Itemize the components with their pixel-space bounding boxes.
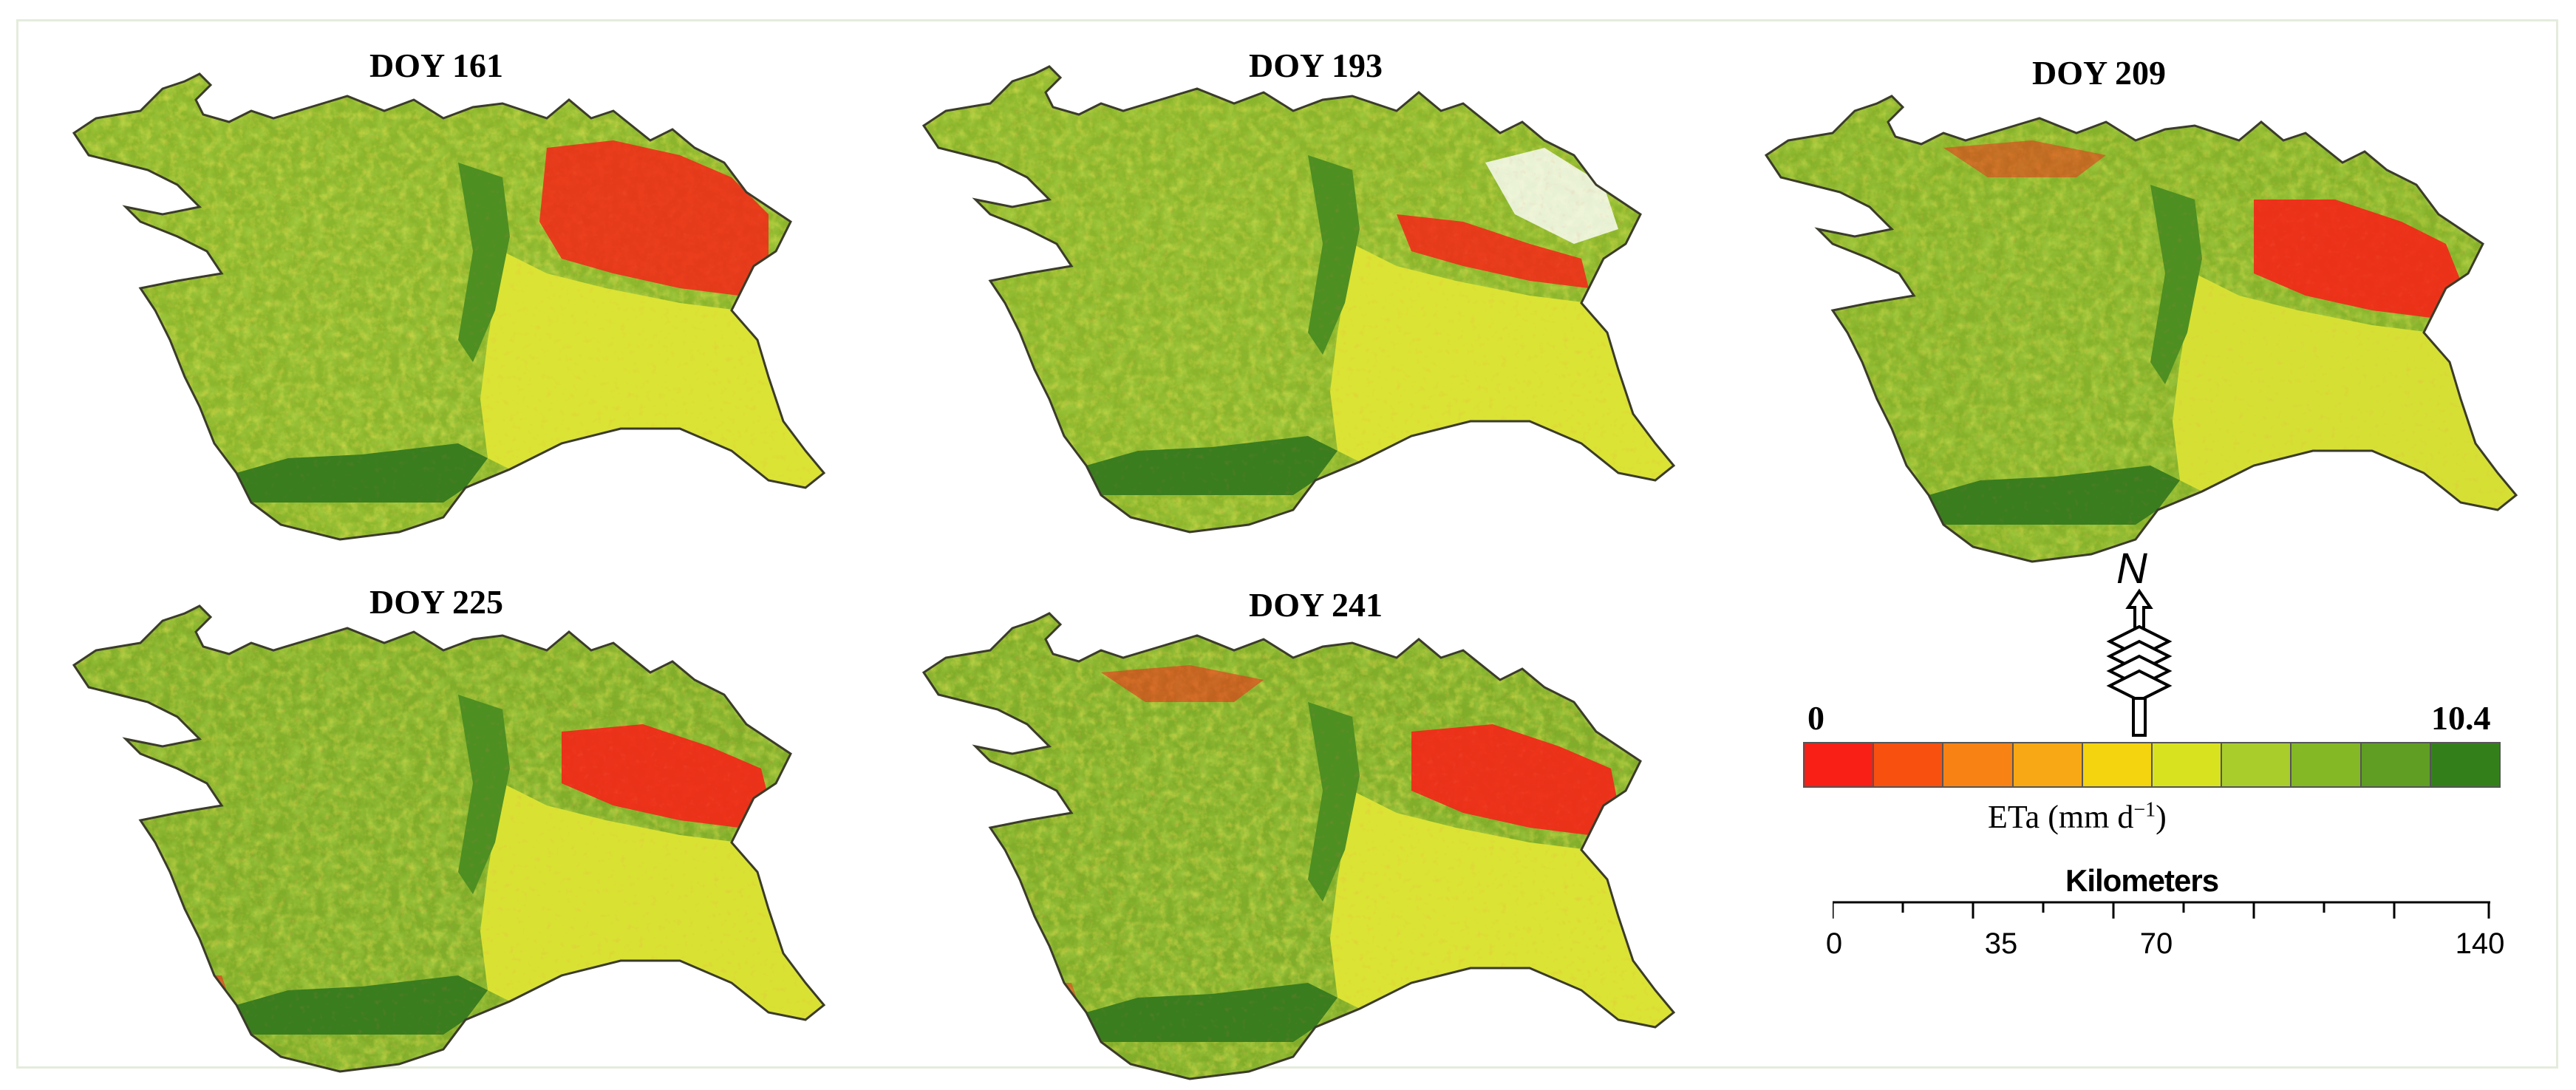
- figure-frame: [16, 19, 2558, 1069]
- legend-title-exponent: −1: [2133, 798, 2156, 822]
- panel-title: DOY 241: [1249, 586, 1383, 624]
- map-panel-doy209: DOY 209: [1722, 52, 2576, 569]
- legend-min-label: 0: [1807, 699, 1824, 737]
- legend-max-label: 10.4: [2431, 699, 2491, 737]
- region-map: [72, 72, 825, 541]
- map-panel-doy225: DOY 225: [30, 562, 916, 1079]
- region-map: [922, 65, 1675, 534]
- map-panel-doy161: DOY 161: [30, 30, 916, 547]
- panel-title: DOY 161: [369, 47, 504, 84]
- legend-color-cell: [1805, 743, 1875, 786]
- legend-title-close: ): [2156, 799, 2167, 835]
- scale-label-70: 70: [2139, 927, 2173, 960]
- legend-color-cell: [1943, 743, 2014, 786]
- panel-title: DOY 225: [369, 583, 504, 621]
- legend-color-cell: [2292, 743, 2362, 786]
- north-arrow-icon: [2106, 588, 2173, 737]
- legend-color-cell: [2082, 743, 2153, 786]
- panel-title: DOY 193: [1249, 47, 1383, 84]
- scale-bar: [1833, 901, 2490, 919]
- scale-bar-title: Kilometers: [2065, 863, 2219, 898]
- legend-title-main: ETa (mm d: [1988, 799, 2134, 835]
- legend-color-cell: [2361, 743, 2431, 786]
- scale-label-35: 35: [1984, 927, 2018, 960]
- legend-color-cell: [2222, 743, 2292, 786]
- region-map: [72, 604, 825, 1073]
- panel-title: DOY 209: [2032, 54, 2167, 92]
- north-label: N: [2116, 545, 2147, 593]
- legend-color-cell: [1874, 743, 1944, 786]
- legend-color-cell: [2013, 743, 2083, 786]
- map-panel-doy241: DOY 241: [879, 569, 1766, 1086]
- legend-title: ETa (mm d−1): [1988, 798, 2167, 836]
- legend-color-ramp: [1803, 742, 2501, 788]
- region-map: [922, 612, 1675, 1080]
- legend-color-cell: [2153, 743, 2223, 786]
- map-panel-doy193: DOY 193: [879, 22, 1766, 539]
- scale-label-140: 140: [2455, 927, 2505, 960]
- legend-color-cell: [2430, 743, 2500, 786]
- region-map: [1765, 95, 2518, 563]
- scale-label-0: 0: [1825, 927, 1843, 960]
